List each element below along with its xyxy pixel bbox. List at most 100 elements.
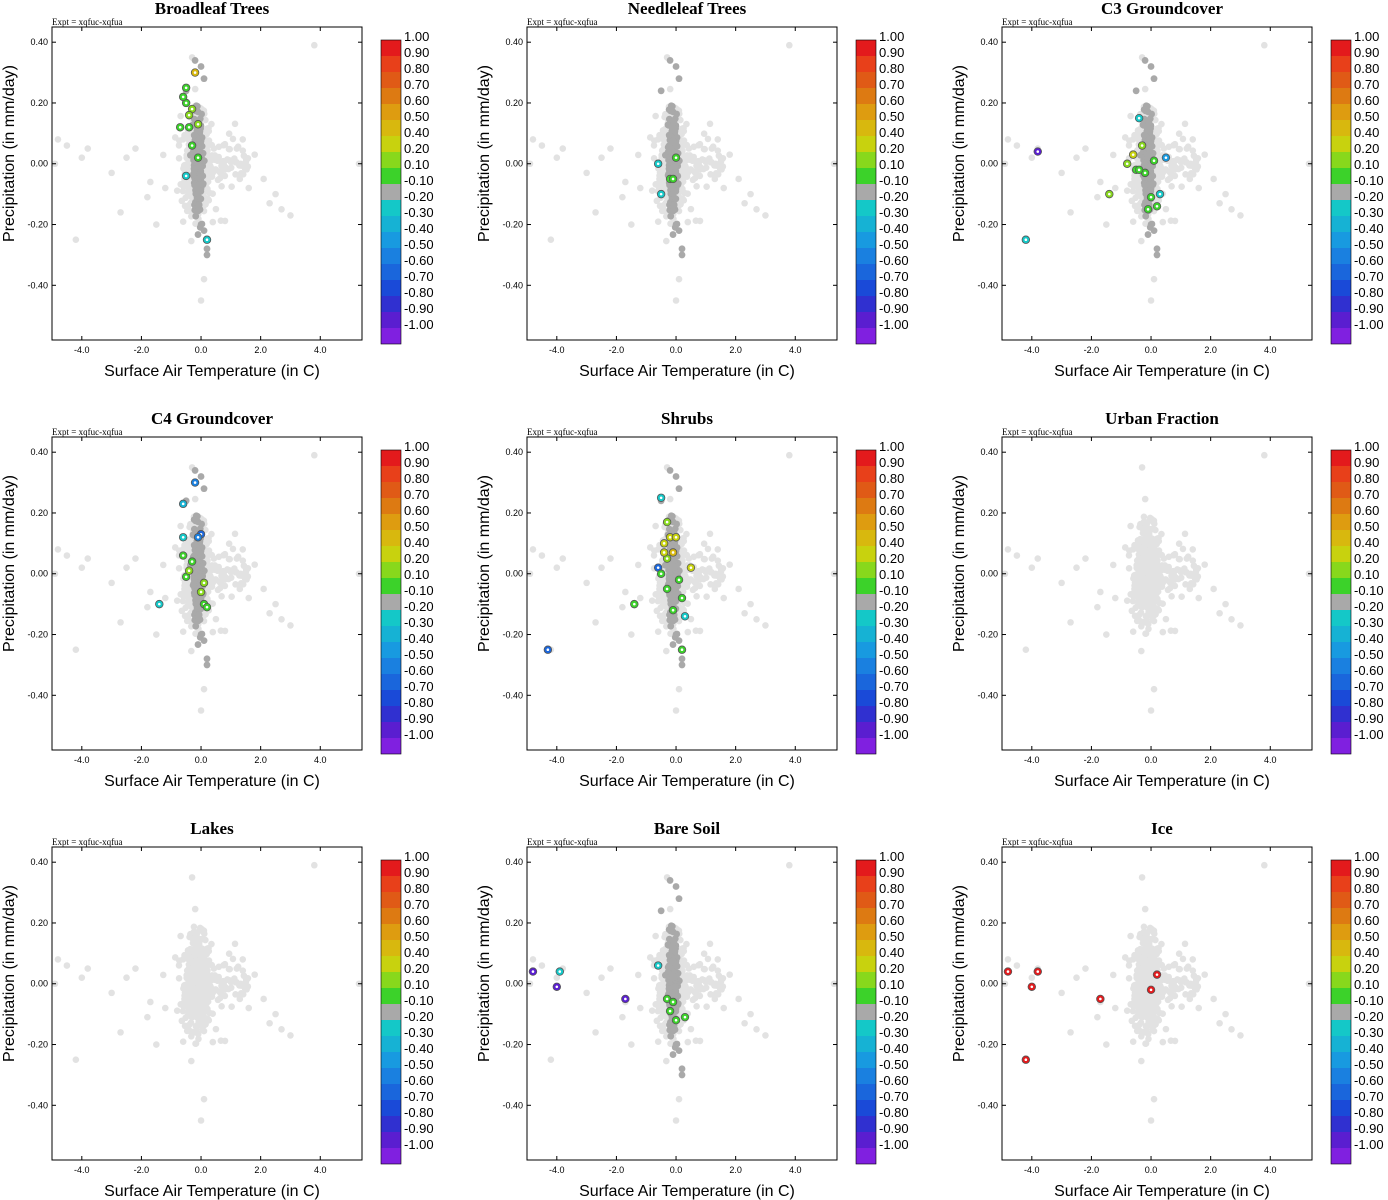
colorbar-swatch: [381, 738, 401, 754]
background-point: [178, 197, 186, 205]
background-point: [227, 567, 235, 574]
background-point: [311, 41, 318, 49]
colorbar-label: -0.80: [404, 695, 434, 710]
data-point-center: [196, 156, 200, 159]
colorbar-swatch: [1331, 216, 1351, 232]
data-point-center: [1164, 156, 1168, 159]
background-point: [708, 568, 715, 576]
data-point-center: [671, 608, 675, 612]
colorbar-label: -0.10: [879, 583, 909, 598]
background-point: [1261, 41, 1268, 49]
colorbar-label: 0.40: [879, 535, 904, 550]
background-point: [583, 579, 590, 587]
colorbar-swatch: [856, 658, 876, 674]
background-point: [660, 600, 668, 608]
colorbar-label: 0.20: [1354, 141, 1379, 156]
colorbar-swatch: [381, 152, 401, 168]
background-point: [741, 609, 748, 617]
colorbar-swatch: [381, 562, 401, 578]
panel-title: Needleleaf Trees: [628, 0, 747, 18]
background-point: [287, 212, 294, 219]
background-point: [159, 151, 167, 159]
background-point: [1097, 178, 1104, 186]
experiment-label: Expt = xqfuc-xqfua: [527, 17, 598, 27]
background-point: [132, 555, 139, 562]
colorbar-label: -0.50: [404, 237, 434, 252]
colorbar-swatch: [381, 136, 401, 152]
background-point: [1028, 154, 1036, 161]
x-tick-label: -4.0: [549, 345, 565, 355]
background-point: [197, 297, 205, 304]
colorbar-swatch: [1331, 104, 1351, 120]
background-point: [654, 218, 662, 225]
near-zero-point: [1141, 181, 1148, 189]
background-point: [153, 221, 160, 228]
background-point: [159, 561, 167, 569]
background-point: [1216, 199, 1223, 207]
background-point: [1171, 217, 1179, 225]
x-tick-label: 2.0: [1204, 345, 1217, 355]
near-zero-point: [194, 547, 202, 555]
background-point: [1004, 136, 1012, 143]
background-point: [1165, 143, 1173, 151]
background-point: [1181, 120, 1189, 128]
colorbar-swatch: [1331, 232, 1351, 248]
colorbar-swatch: [381, 104, 401, 120]
near-zero-point: [1153, 251, 1161, 259]
near-zero-point: [675, 637, 683, 645]
data-point-center: [181, 554, 185, 557]
colorbar-label: 0.60: [879, 503, 904, 518]
background-point: [233, 145, 241, 152]
colorbar-label: 1.00: [879, 29, 904, 44]
data-point-center: [680, 648, 684, 652]
colorbar-swatch: [856, 642, 876, 658]
background-point: [636, 184, 644, 192]
colorbar-swatch: [381, 482, 401, 498]
data-point-center: [196, 122, 200, 126]
background-point: [653, 197, 661, 205]
background-point: [211, 167, 218, 174]
colorbar-label: -0.90: [404, 301, 434, 316]
background-point: [212, 205, 220, 213]
background-point: [1201, 151, 1208, 158]
background-point: [700, 145, 708, 153]
colorbar-label: -0.70: [879, 679, 909, 694]
data-point-center: [1125, 162, 1129, 166]
background-point: [714, 136, 722, 143]
background-point: [553, 154, 561, 161]
y-axis-label: Precipitation (in mm/day): [1, 65, 18, 242]
background-point: [123, 564, 130, 571]
colorbar-swatch: [856, 530, 876, 546]
background-point: [239, 546, 247, 553]
background-point: [260, 175, 267, 183]
colorbar-label: -0.10: [404, 173, 434, 188]
background-point: [689, 586, 697, 594]
colorbar-swatch: [856, 184, 876, 200]
colorbar-label: 0.50: [879, 519, 904, 534]
background-point: [177, 112, 184, 120]
colorbar-label: -0.80: [879, 695, 909, 710]
y-tick-label: 0.00: [30, 159, 48, 169]
colorbar-swatch: [856, 104, 876, 120]
colorbar-swatch: [381, 232, 401, 248]
colorbar-swatch: [1331, 328, 1351, 344]
background-point: [108, 169, 115, 177]
colorbar-swatch: [1331, 280, 1351, 296]
background-point: [686, 577, 693, 584]
data-point-center: [181, 95, 185, 99]
near-zero-point: [672, 221, 680, 228]
background-point: [147, 588, 154, 596]
colorbar-swatch: [1331, 88, 1351, 104]
background-point: [628, 631, 635, 638]
colorbar-swatch: [856, 264, 876, 280]
colorbar-swatch: [381, 610, 401, 626]
x-tick-label: 4.0: [314, 345, 327, 355]
data-point-center: [187, 569, 191, 573]
background-point: [1195, 184, 1203, 192]
colorbar-swatch: [381, 120, 401, 136]
data-point-center: [689, 566, 693, 569]
y-tick-label: 0.00: [980, 159, 998, 169]
colorbar-label: -0.90: [404, 711, 434, 726]
background-point: [679, 605, 687, 613]
colorbar-label: 0.80: [404, 61, 429, 76]
